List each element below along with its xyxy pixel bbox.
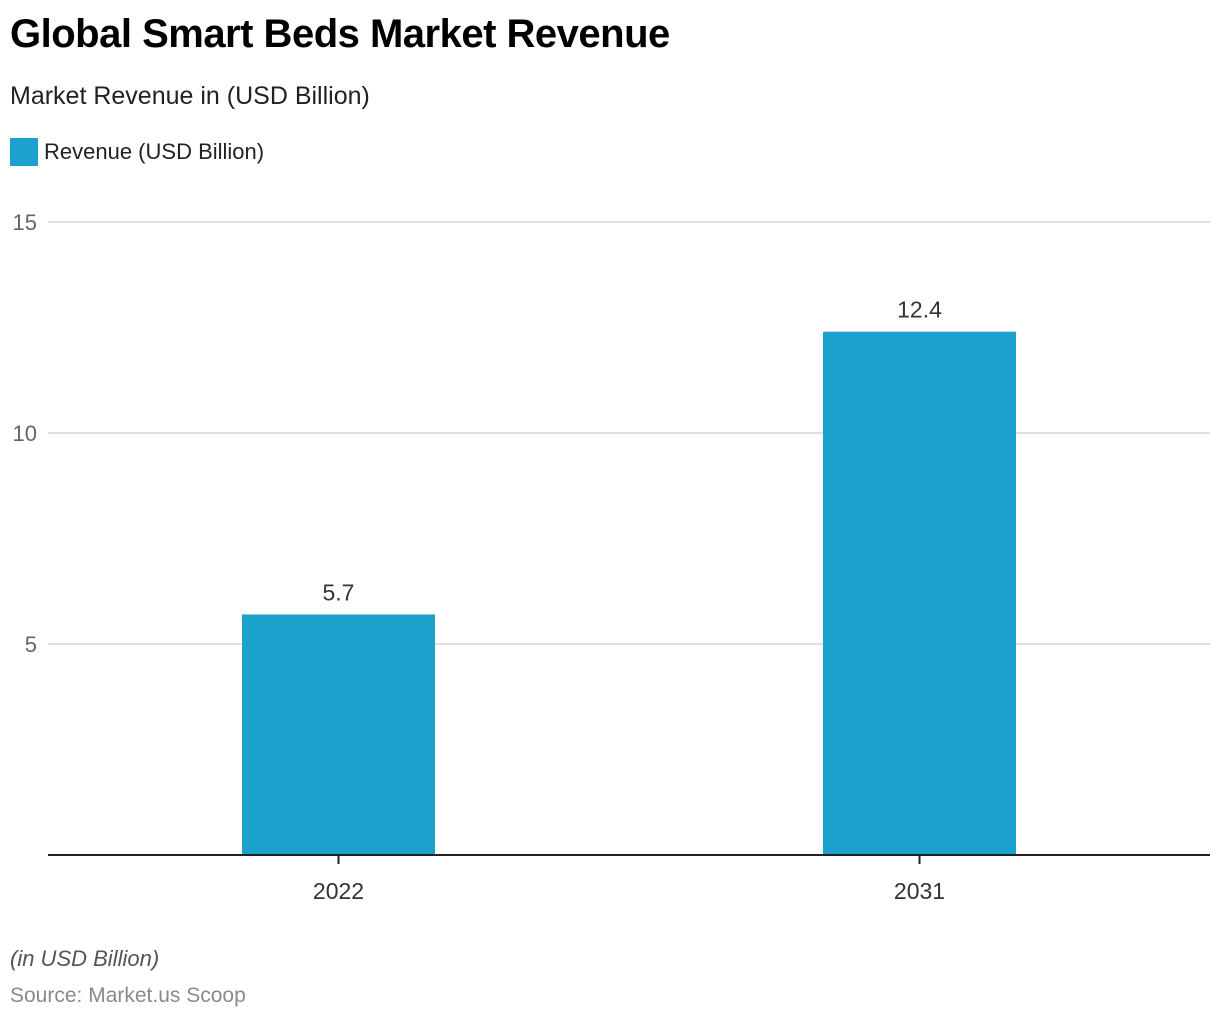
bar-2031 [823, 331, 1016, 856]
y-tick-label: 15 [13, 210, 37, 235]
unit-note: (in USD Billion) [10, 946, 160, 971]
bars [242, 331, 1016, 856]
data-label-2031: 12.4 [897, 297, 942, 323]
legend-swatch [10, 138, 38, 166]
x-tick-label-2031: 2031 [894, 878, 945, 904]
legend: Revenue (USD Billion) [10, 138, 264, 166]
data-label-2022: 5.7 [323, 579, 355, 605]
chart-title: Global Smart Beds Market Revenue [10, 12, 670, 56]
data-labels: 5.7 12.4 [323, 297, 943, 606]
y-tick-label: 10 [13, 421, 37, 446]
chart-subtitle: Market Revenue in (USD Billion) [10, 82, 370, 110]
source-note: Source: Market.us Scoop [10, 984, 246, 1007]
y-tick-label: 5 [25, 632, 37, 657]
y-axis-ticks: 5 10 15 [13, 210, 37, 657]
bar-2022 [242, 614, 435, 855]
x-tick-label-2022: 2022 [313, 878, 364, 904]
x-axis: 2022 2031 [48, 854, 1210, 904]
legend-label: Revenue (USD Billion) [44, 139, 265, 164]
gridlines [48, 221, 1210, 645]
